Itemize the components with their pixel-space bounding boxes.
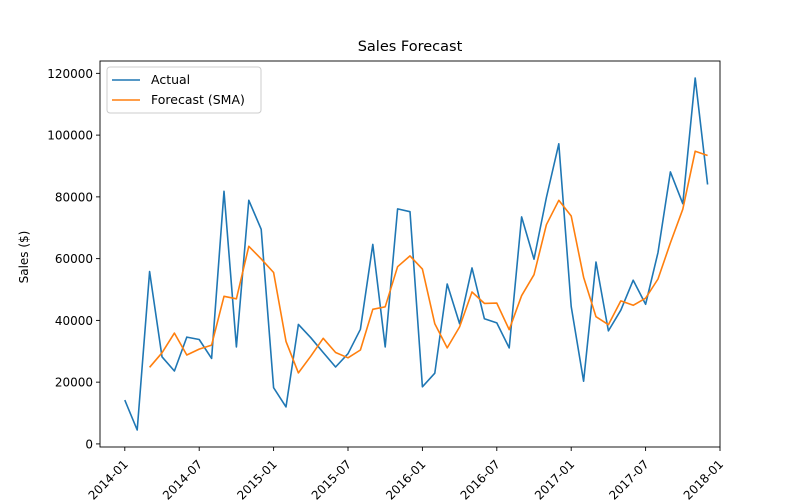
- y-tick-label: 0: [85, 437, 93, 451]
- x-tick-label: 2015-07: [309, 457, 354, 500]
- legend: Actual Forecast (SMA): [106, 66, 262, 114]
- y-tick-label: 80000: [55, 190, 93, 204]
- x-tick-label: 2015-01: [234, 457, 279, 500]
- x-tick-label: 2014-01: [86, 457, 131, 500]
- x-tick-label: 2017-01: [532, 457, 577, 500]
- series-line-forecast: [148, 150, 708, 374]
- legend-label-forecast: Forecast (SMA): [151, 92, 245, 107]
- chart-title: Sales Forecast: [358, 39, 463, 55]
- y-tick-label: 20000: [55, 376, 93, 390]
- y-tick-label: 40000: [55, 314, 93, 328]
- x-tick-label: 2014-07: [160, 457, 205, 500]
- y-tick-label: 60000: [55, 252, 93, 266]
- series-line-actual: [124, 77, 709, 431]
- y-tick-label: 120000: [47, 67, 93, 81]
- y-tick-label: 100000: [47, 129, 93, 143]
- y-axis-label: Sales ($): [17, 231, 31, 284]
- series-layer: [124, 77, 709, 431]
- legend-box: [106, 66, 262, 114]
- x-tick-label: 2016-01: [383, 457, 428, 500]
- x-tick-label: 2017-07: [606, 457, 651, 500]
- legend-label-actual: Actual: [151, 72, 190, 87]
- x-tick-label: 2018-01: [681, 457, 726, 500]
- plot-frame: [99, 60, 721, 448]
- x-tick-label: 2016-07: [458, 457, 503, 500]
